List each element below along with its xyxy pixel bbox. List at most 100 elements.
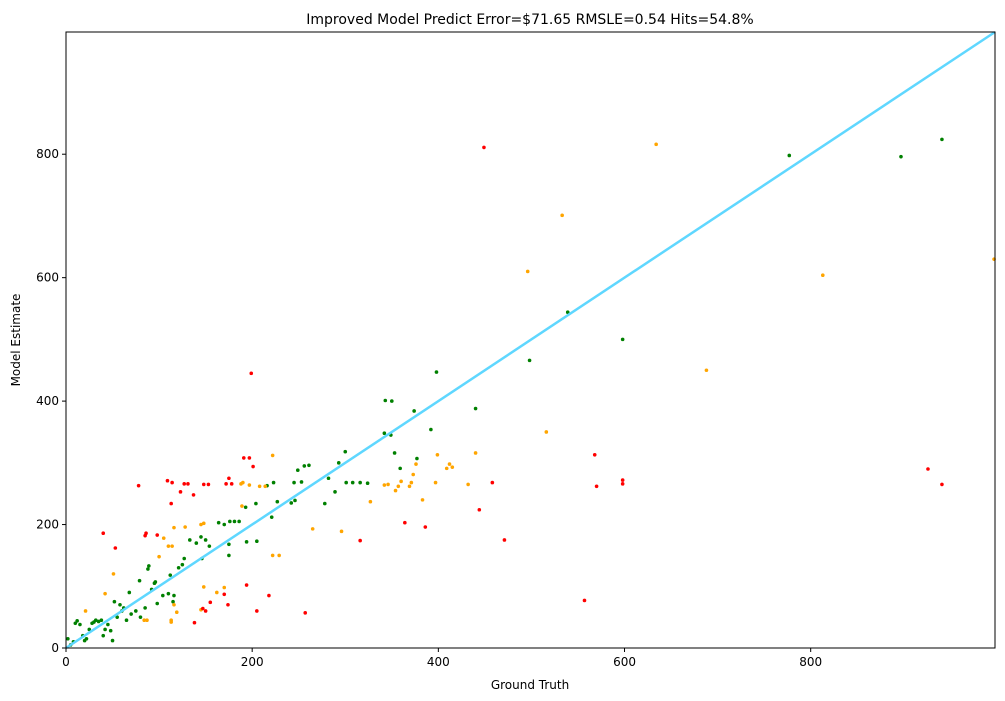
y-tick-label: 600 bbox=[36, 271, 59, 285]
data-point-green bbox=[295, 468, 300, 473]
data-point-red bbox=[208, 600, 213, 605]
data-point-red bbox=[224, 482, 228, 486]
data-point-green bbox=[787, 153, 792, 158]
data-point-orange bbox=[560, 213, 564, 218]
data-point-green bbox=[344, 480, 348, 485]
data-point-red bbox=[186, 482, 190, 486]
scatter-points bbox=[66, 137, 996, 647]
data-point-orange bbox=[420, 498, 425, 502]
data-point-red bbox=[255, 609, 259, 613]
data-point-green bbox=[302, 464, 307, 468]
data-point-orange bbox=[83, 609, 88, 613]
data-point-red bbox=[249, 371, 254, 376]
data-point-green bbox=[322, 501, 327, 506]
data-point-orange bbox=[310, 527, 315, 531]
data-point-orange bbox=[170, 544, 174, 548]
data-point-green bbox=[138, 615, 143, 619]
data-point-orange bbox=[407, 484, 412, 489]
data-point-green bbox=[66, 636, 70, 641]
y-axis-label: Model Estimate bbox=[9, 294, 23, 387]
chart-title: Improved Model Predict Error=$71.65 RMSL… bbox=[306, 12, 753, 28]
data-point-orange bbox=[433, 480, 438, 485]
data-point-green bbox=[333, 490, 337, 494]
x-tick-label: 600 bbox=[613, 655, 636, 669]
data-point-green bbox=[161, 593, 165, 598]
data-point-orange bbox=[409, 480, 414, 485]
data-point-red bbox=[592, 453, 597, 457]
data-point-green bbox=[180, 562, 185, 567]
data-point-red bbox=[940, 482, 944, 487]
data-point-red bbox=[155, 533, 160, 537]
data-point-green bbox=[232, 519, 237, 524]
data-point-green bbox=[143, 606, 147, 610]
data-point-green bbox=[101, 633, 106, 638]
data-point-green bbox=[382, 431, 387, 436]
x-tick-label: 200 bbox=[241, 655, 264, 669]
data-point-green bbox=[203, 538, 208, 542]
data-point-orange bbox=[277, 553, 281, 558]
data-point-orange bbox=[654, 142, 658, 147]
data-point-orange bbox=[411, 472, 416, 477]
plot-frame bbox=[65, 31, 996, 649]
data-point-orange bbox=[145, 618, 149, 623]
data-point-green bbox=[110, 638, 115, 643]
data-point-green bbox=[146, 567, 150, 571]
data-point-orange bbox=[396, 484, 401, 489]
data-point-orange bbox=[414, 462, 418, 466]
data-point-orange bbox=[450, 465, 455, 469]
data-point-red bbox=[582, 598, 587, 603]
data-point-green bbox=[271, 480, 276, 485]
data-point-green bbox=[227, 553, 231, 558]
data-point-red bbox=[191, 493, 196, 497]
data-point-red bbox=[144, 531, 148, 535]
y-tick-label: 200 bbox=[36, 518, 59, 532]
data-point-green bbox=[343, 449, 348, 454]
data-point-green bbox=[412, 409, 416, 413]
data-point-orange bbox=[157, 554, 161, 559]
data-point-green bbox=[390, 399, 394, 403]
data-point-green bbox=[940, 137, 944, 142]
data-point-green bbox=[336, 461, 341, 465]
data-point-green bbox=[199, 535, 203, 539]
data-point-red bbox=[620, 482, 625, 486]
data-point-red bbox=[926, 467, 930, 471]
data-point-orange bbox=[435, 453, 440, 457]
data-point-orange bbox=[257, 484, 262, 489]
data-point-red bbox=[482, 145, 486, 150]
y-axis-ticks: 0 200 400 600 800 bbox=[36, 147, 66, 655]
data-point-green bbox=[289, 501, 294, 505]
data-point-green bbox=[620, 337, 625, 342]
data-point-orange bbox=[241, 480, 245, 485]
data-point-orange bbox=[544, 430, 549, 434]
data-point-red bbox=[423, 525, 428, 529]
x-axis-ticks: 0 200 400 600 800 bbox=[62, 648, 822, 669]
data-point-green bbox=[254, 501, 258, 506]
data-point-green bbox=[243, 505, 248, 510]
data-point-red bbox=[594, 484, 599, 489]
data-point-orange bbox=[447, 462, 452, 466]
x-tick-label: 0 bbox=[62, 655, 70, 669]
data-point-green bbox=[358, 480, 362, 485]
data-point-green bbox=[115, 615, 119, 619]
data-point-orange bbox=[444, 466, 449, 471]
data-point-orange bbox=[201, 521, 206, 526]
data-point-orange bbox=[161, 536, 166, 540]
data-point-red bbox=[169, 501, 173, 506]
data-point-orange bbox=[142, 618, 146, 623]
data-point-green bbox=[244, 540, 249, 544]
data-point-orange bbox=[339, 529, 344, 534]
data-point-green bbox=[176, 565, 181, 570]
data-point-red bbox=[182, 482, 187, 486]
data-point-green bbox=[326, 476, 331, 481]
data-point-green bbox=[434, 370, 439, 374]
data-point-red bbox=[203, 609, 208, 613]
data-point-green bbox=[96, 619, 101, 624]
data-point-green bbox=[216, 520, 221, 525]
data-point-red bbox=[502, 538, 507, 542]
data-point-orange bbox=[214, 590, 219, 595]
data-point-orange bbox=[525, 269, 530, 274]
data-point-red bbox=[192, 620, 197, 625]
data-point-green bbox=[350, 480, 355, 485]
data-point-green bbox=[99, 618, 104, 623]
